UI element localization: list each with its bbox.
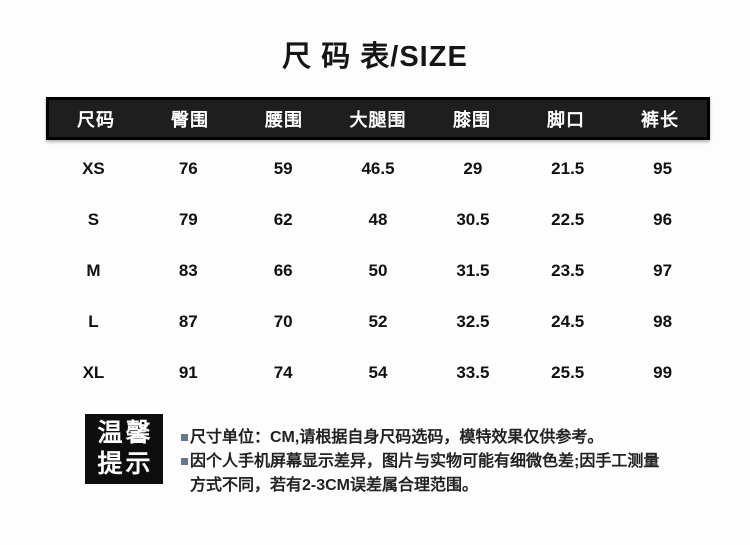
square-bullet-icon xyxy=(181,458,188,465)
measurement-value: 32.5 xyxy=(456,311,490,331)
notice-line-text: 尺寸单位：CM,请根据自身尺码选码，模特效果仅供参考。 xyxy=(190,429,604,446)
measurement-value: 22.5 xyxy=(551,209,585,229)
table-header-row: 尺码 臀围 腰围 大腿围 膝围 脚口 裤长 xyxy=(46,97,710,140)
notice-line-text: 因个人手机屏幕显示差异，图片与实物可能有细微色差;因手工测量 xyxy=(190,453,660,470)
table-row: M 83 66 50 31.5 23.5 97 xyxy=(46,245,710,296)
header-cell: 脚口 xyxy=(547,109,585,130)
measurement-value: 52 xyxy=(368,311,388,331)
measurement-value: 99 xyxy=(653,362,673,382)
measurement-value: 46.5 xyxy=(361,158,395,178)
measurement-value: 83 xyxy=(178,260,198,280)
notice-line-text: 方式不同，若有2-3CM误差属合理范围。 xyxy=(190,477,479,494)
measurement-value: 25.5 xyxy=(551,362,585,382)
measurement-value: 76 xyxy=(178,158,198,178)
measurement-value: 24.5 xyxy=(551,311,585,331)
header-cell: 臀围 xyxy=(171,109,209,130)
table-row: S 79 62 48 30.5 22.5 96 xyxy=(46,194,710,245)
notice-box-line2: 提示 xyxy=(97,450,154,478)
notice-line: 因个人手机屏幕显示差异，图片与实物可能有细微色差;因手工测量 xyxy=(181,450,716,474)
notice-line: 方式不同，若有2-3CM误差属合理范围。 xyxy=(181,474,716,498)
measurement-value: 23.5 xyxy=(551,260,585,280)
measurement-value: 96 xyxy=(653,209,673,229)
square-bullet-icon xyxy=(181,434,188,441)
measurement-value: 62 xyxy=(273,209,293,229)
size-label: S xyxy=(87,209,100,229)
measurement-value: 50 xyxy=(368,260,388,280)
measurement-value: 30.5 xyxy=(456,209,490,229)
measurement-value: 66 xyxy=(273,260,293,280)
measurement-value: 33.5 xyxy=(456,362,490,382)
table-row: L 87 70 52 32.5 24.5 98 xyxy=(46,296,710,347)
size-label: L xyxy=(88,311,99,331)
size-table: 尺码 臀围 腰围 大腿围 膝围 脚口 裤长 XS 76 59 46.5 29 21.5 95 S 79 62 4… xyxy=(46,97,710,398)
measurement-value: 21.5 xyxy=(551,158,585,178)
notice-box-line1: 温馨 xyxy=(97,419,154,447)
measurement-value: 79 xyxy=(178,209,198,229)
measurement-value: 59 xyxy=(273,158,293,178)
measurement-value: 48 xyxy=(368,209,388,229)
size-label: M xyxy=(86,260,101,280)
header-cell: 膝围 xyxy=(453,109,491,130)
notice-line: 尺寸单位：CM,请根据自身尺码选码，模特效果仅供参考。 xyxy=(181,426,716,450)
header-cell: 尺码 xyxy=(77,109,115,130)
measurement-value: 91 xyxy=(178,362,198,382)
table-row: XL 91 74 54 33.5 25.5 99 xyxy=(46,347,710,398)
measurement-value: 31.5 xyxy=(456,260,490,280)
notice-text: 尺寸单位：CM,请根据自身尺码选码，模特效果仅供参考。因个人手机屏幕显示差异，图… xyxy=(181,426,716,498)
table-row: XS 76 59 46.5 29 21.5 95 xyxy=(46,143,710,194)
size-label: XL xyxy=(82,362,105,382)
header-cell: 大腿围 xyxy=(349,109,407,130)
size-label: XS xyxy=(82,158,105,178)
measurement-value: 74 xyxy=(273,362,293,382)
notice-box: 温馨 提示 xyxy=(85,414,163,484)
header-cell: 裤长 xyxy=(641,109,679,130)
measurement-value: 95 xyxy=(653,158,673,178)
measurement-value: 97 xyxy=(653,260,673,280)
header-cell: 腰围 xyxy=(265,109,303,130)
measurement-value: 54 xyxy=(368,362,388,382)
measurement-value: 98 xyxy=(653,311,673,331)
measurement-value: 29 xyxy=(463,158,483,178)
measurement-value: 87 xyxy=(178,311,198,331)
table-body: XS 76 59 46.5 29 21.5 95 S 79 62 48 30.5 22.5 96 M 83 66… xyxy=(46,143,710,398)
page-title: 尺 码 表/SIZE xyxy=(282,41,468,73)
measurement-value: 70 xyxy=(273,311,293,331)
